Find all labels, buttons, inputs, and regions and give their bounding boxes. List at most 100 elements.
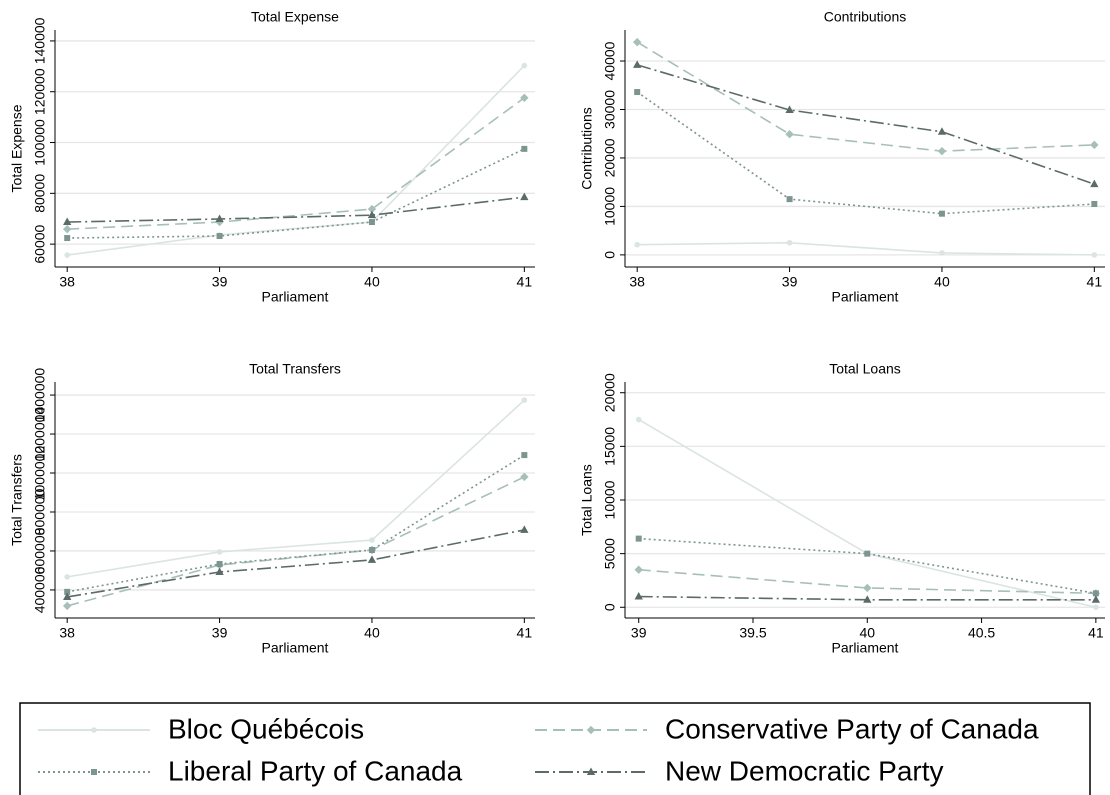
x-tick-label: 39 [212,625,228,641]
x-tick-label: 39 [212,274,228,290]
legend-label: New Democratic Party [665,755,944,786]
series-line [67,196,525,223]
y-tick-label: 400000 [32,566,48,613]
marker [863,583,872,593]
x-axis-label: Parliament [832,640,899,656]
marker [367,210,377,219]
marker [1093,604,1099,611]
series-line [638,418,1097,609]
y-tick-label: 10000 [602,480,618,519]
chart-title: Total Expense [251,9,339,25]
marker [1090,140,1099,150]
marker [521,452,528,459]
marker [785,129,794,139]
marker [939,250,945,256]
marker [634,592,643,600]
legend-label: Bloc Québécois [168,713,364,744]
marker [63,592,72,600]
y-tick-label: 20000 [602,138,618,177]
chart-title: Total Transfers [249,361,341,377]
marker [863,595,872,603]
marker [1091,252,1098,258]
x-tick-label: 41 [1088,625,1104,641]
marker [368,546,375,553]
marker [786,196,793,203]
x-tick-label: 40 [859,625,875,641]
y-tick-label: 1000000 [32,446,48,501]
series-line [66,476,525,607]
y-axis-label: Total Transfers [9,454,25,546]
series-line [67,148,525,239]
marker [785,105,794,113]
y-tick-label: 140000 [32,17,48,64]
x-tick-label: 41 [517,274,533,290]
legend-marker [586,767,596,775]
marker [634,89,641,96]
marker [368,219,375,226]
marker [786,239,793,246]
x-tick-label: 39.5 [739,625,766,641]
marker [520,525,529,533]
x-tick-label: 39 [782,274,798,290]
marker [633,60,642,68]
x-tick-label: 40 [364,274,380,290]
legend-label: Liberal Party of Canada [168,755,463,786]
marker [63,217,72,226]
marker [62,224,72,234]
y-axis-label: Total Loans [579,464,595,536]
marker [864,550,871,557]
marker [62,601,72,611]
y-tick-label: 0 [602,251,618,259]
legend-box [19,702,1091,795]
marker [634,241,640,248]
marker [369,537,375,543]
marker [1090,179,1099,188]
y-tick-label: 30000 [602,90,618,129]
series-line [67,65,525,256]
marker [215,567,224,576]
marker [1092,590,1099,597]
x-tick-label: 39 [631,625,647,641]
marker [1091,200,1098,207]
x-tick-label: 38 [629,274,645,290]
marker [64,574,70,580]
series-line [67,97,525,230]
y-tick-label: 20000 [602,373,618,412]
y-axis-label: Total Expense [9,104,25,192]
x-tick-label: 38 [59,274,75,290]
marker [634,565,643,574]
marker [635,535,642,542]
legend-marker [91,727,97,733]
marker [216,549,223,555]
y-tick-label: 100000 [32,119,48,166]
x-tick-label: 40.5 [968,625,995,641]
marker [216,233,223,240]
marker [635,416,642,423]
marker [521,397,528,403]
chart-title: Contributions [824,9,907,25]
y-tick-label: 120000 [32,68,48,115]
marker [937,146,947,156]
x-tick-label: 40 [364,625,380,641]
series-line [67,399,525,578]
series-line [67,529,525,598]
marker [521,62,528,69]
legend-marker [91,769,97,775]
x-axis-label: Parliament [832,289,899,305]
x-tick-label: 41 [1087,274,1103,290]
marker [937,127,947,135]
y-tick-label: 1400000 [32,368,48,423]
y-tick-label: 600000 [32,527,48,574]
series-line [636,91,1095,215]
y-tick-label: 60000 [32,224,48,263]
series-line [67,454,525,593]
marker [216,561,223,568]
marker [1091,595,1101,603]
y-tick-label: 1200000 [32,407,48,462]
y-tick-label: 0 [602,603,618,611]
marker [367,555,377,563]
marker [632,37,642,47]
marker [64,252,70,258]
marker [521,145,528,152]
